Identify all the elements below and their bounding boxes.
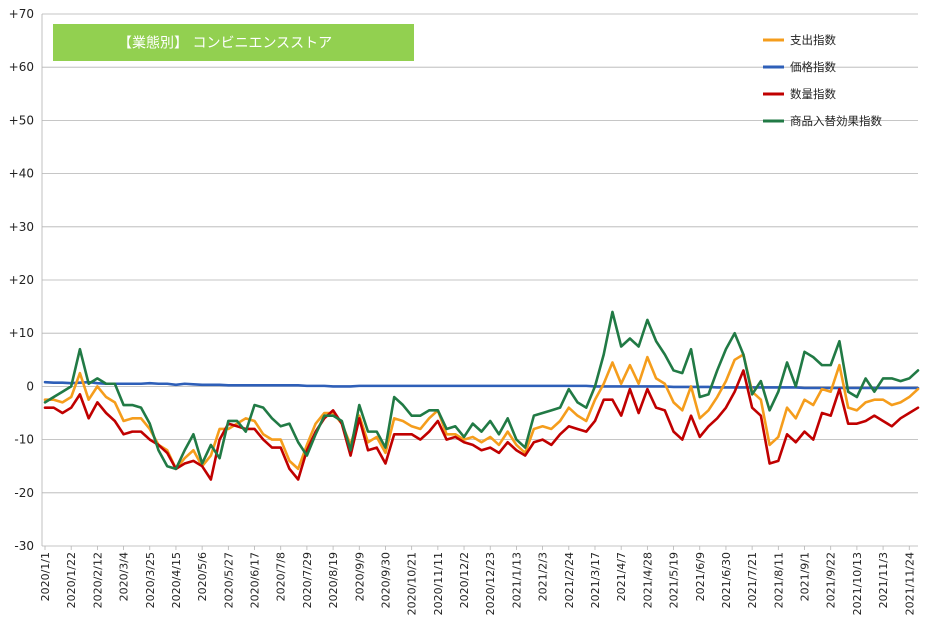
x-tick-label: 2021/2/24 xyxy=(563,552,576,608)
x-tick-label: 2020/4/15 xyxy=(170,552,183,608)
series-line xyxy=(43,353,920,471)
x-tick-label: 2020/7/8 xyxy=(275,552,288,601)
legend-label: 価格指数 xyxy=(790,60,836,74)
y-tick-label: +60 xyxy=(9,60,34,74)
legend-label: 商品入替効果指数 xyxy=(790,114,882,128)
x-tick-label: 2020/2/12 xyxy=(91,552,104,608)
x-tick-label: 2021/6/9 xyxy=(694,552,707,601)
x-tick-label: 2021/4/7 xyxy=(615,552,628,601)
x-tick-label: 2021/3/17 xyxy=(589,552,602,608)
x-tick-label: 2020/9/9 xyxy=(353,552,366,601)
x-tick-label: 2021/11/3 xyxy=(877,552,890,608)
x-tick-label: 2020/5/6 xyxy=(196,552,209,601)
series-line xyxy=(43,310,920,471)
x-tick-label: 2020/12/2 xyxy=(458,552,471,608)
x-tick-label: 2021/6/30 xyxy=(720,552,733,608)
series-line xyxy=(43,380,920,390)
x-axis-ticks: 2020/1/1 2020/1/22 2020/2/12 2020/3/4 2020/3… xyxy=(39,546,916,615)
x-tick-label: 2020/5/27 xyxy=(222,552,235,608)
y-tick-label: +40 xyxy=(9,167,34,181)
y-tick-label: +20 xyxy=(9,273,34,287)
x-tick-label: 2020/7/29 xyxy=(301,552,314,608)
chart-title: 【業態別】 コンビニエンスストア xyxy=(118,36,332,52)
x-tick-label: 2020/3/25 xyxy=(144,552,157,608)
x-tick-label: 2020/10/21 xyxy=(406,552,419,615)
x-tick-label: 2020/3/4 xyxy=(118,552,131,601)
x-tick-label: 2021/9/22 xyxy=(825,552,838,608)
y-axis-ticks: -30 -20 -10 0 +10 +20 +30 +40 +50 +60 +70 xyxy=(9,7,34,553)
series-lines xyxy=(43,310,920,481)
title-background xyxy=(53,24,414,61)
y-tick-label: -30 xyxy=(14,539,34,553)
chart-title-box: 【業態別】 コンビニエンスストア xyxy=(53,24,414,61)
x-tick-label: 2020/11/11 xyxy=(432,552,445,615)
x-tick-label: 2020/12/23 xyxy=(484,552,497,615)
series-line xyxy=(43,369,920,481)
x-tick-label: 2021/5/19 xyxy=(668,552,681,608)
x-tick-label: 2020/1/22 xyxy=(65,552,78,608)
x-tick-label: 2020/6/17 xyxy=(249,552,262,608)
y-tick-label: -10 xyxy=(14,433,34,447)
x-tick-label: 2021/4/28 xyxy=(641,552,654,608)
x-tick-label: 2021/1/13 xyxy=(510,552,523,608)
x-tick-label: 2021/2/3 xyxy=(537,552,550,601)
x-tick-label: 2021/9/1 xyxy=(799,552,812,601)
x-tick-label: 2020/8/19 xyxy=(327,552,340,608)
x-tick-label: 2021/11/24 xyxy=(903,552,916,615)
y-tick-label: 0 xyxy=(26,379,34,393)
x-tick-label: 2021/7/21 xyxy=(746,552,759,608)
y-tick-label: +70 xyxy=(9,7,34,21)
y-tick-label: +50 xyxy=(9,113,34,127)
x-tick-label: 2020/1/1 xyxy=(39,552,52,601)
x-tick-label: 2020/9/30 xyxy=(379,552,392,608)
y-tick-label: +10 xyxy=(9,326,34,340)
y-tick-label: -20 xyxy=(14,486,34,500)
x-tick-label: 2021/8/11 xyxy=(772,552,785,608)
y-tick-label: +30 xyxy=(9,220,34,234)
legend-label: 数量指数 xyxy=(790,87,836,101)
legend-label: 支出指数 xyxy=(790,33,836,47)
x-tick-label: 2021/10/13 xyxy=(851,552,864,615)
